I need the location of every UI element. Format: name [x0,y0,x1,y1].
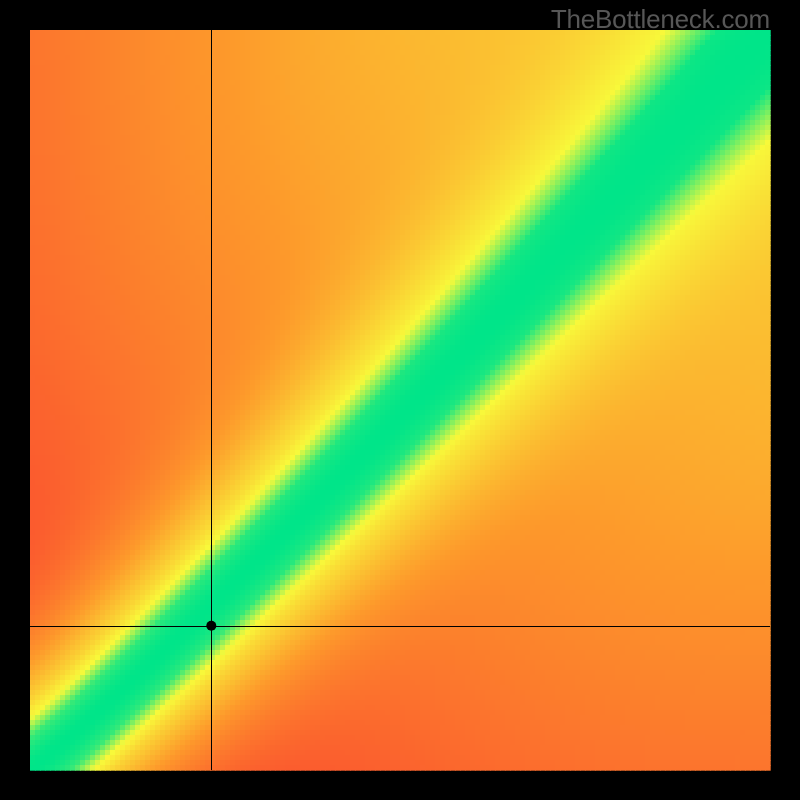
watermark-text: TheBottleneck.com [551,4,770,35]
chart-container: TheBottleneck.com [0,0,800,800]
bottleneck-heatmap [0,0,800,800]
